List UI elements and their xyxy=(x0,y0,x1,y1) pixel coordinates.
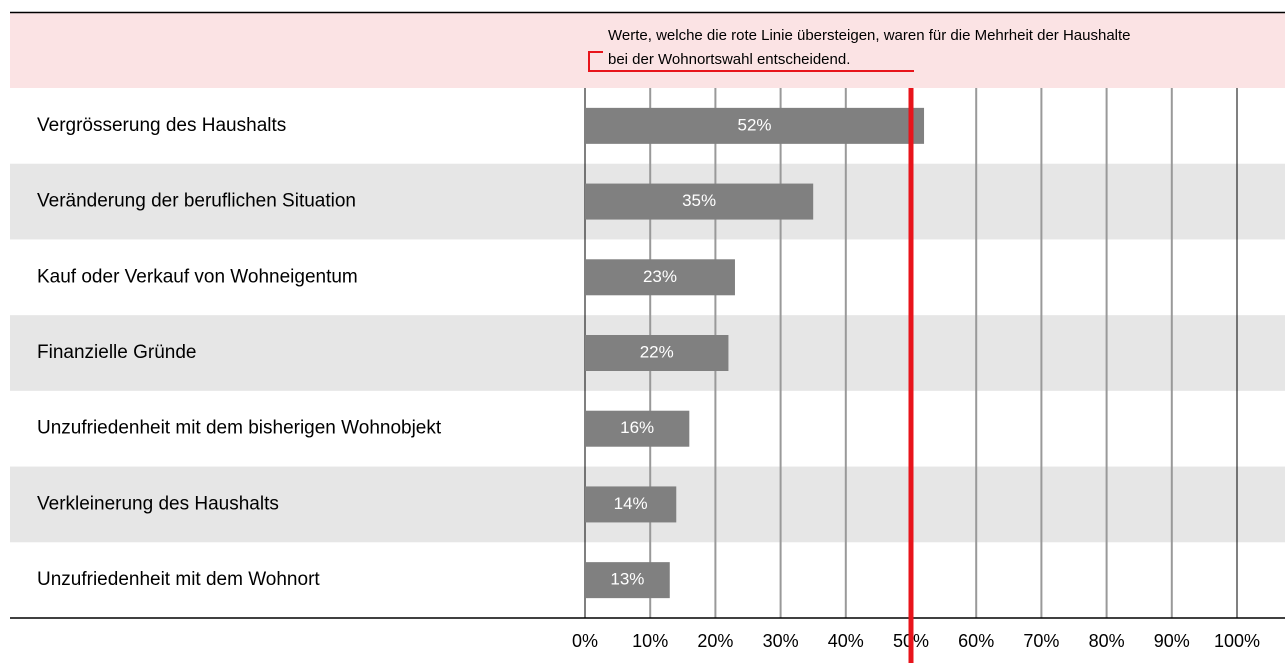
value-label: 14% xyxy=(614,494,648,513)
x-tick-label: 100% xyxy=(1214,631,1260,651)
bar xyxy=(585,259,735,296)
category-label: Kauf oder Verkauf von Wohneigentum xyxy=(37,266,358,287)
value-label: 16% xyxy=(620,418,654,437)
category-label: Unzufriedenheit mit dem bisherigen Wohno… xyxy=(37,418,442,439)
category-label: Finanzielle Gründe xyxy=(37,342,196,363)
x-tick-label: 80% xyxy=(1089,631,1125,651)
annotation: Werte, welche die rote Linie übersteigen… xyxy=(608,27,1131,44)
category-label: Vergrösserung des Haushalts xyxy=(37,115,286,136)
category-label: Verkleinerung des Haushalts xyxy=(37,493,279,514)
x-tick-label: 60% xyxy=(958,631,994,651)
x-tick-label: 70% xyxy=(1023,631,1059,651)
annotation: bei der Wohnortswahl entscheidend. xyxy=(608,51,850,68)
bar xyxy=(585,183,814,220)
x-tick-label: 10% xyxy=(632,631,668,651)
bar xyxy=(585,107,925,144)
bar xyxy=(585,410,690,447)
bar xyxy=(585,562,670,599)
bar xyxy=(585,335,729,371)
x-tick-label: 40% xyxy=(828,631,864,651)
x-tick-label: 30% xyxy=(763,631,799,651)
value-label: 22% xyxy=(640,342,674,361)
x-tick-label: 20% xyxy=(697,631,733,651)
value-label: 35% xyxy=(682,191,716,210)
x-tick-label: 90% xyxy=(1154,631,1190,651)
value-label: 13% xyxy=(610,570,644,589)
value-label: 52% xyxy=(738,115,772,134)
category-label: Veränderung der beruflichen Situation xyxy=(37,191,356,212)
annotation-bracket xyxy=(588,51,914,72)
header-band xyxy=(10,13,1285,88)
category-label: Unzufriedenheit mit dem Wohnort xyxy=(37,569,320,590)
x-tick-label: 0% xyxy=(572,631,598,651)
value-label: 23% xyxy=(643,267,677,286)
bar xyxy=(585,486,677,523)
